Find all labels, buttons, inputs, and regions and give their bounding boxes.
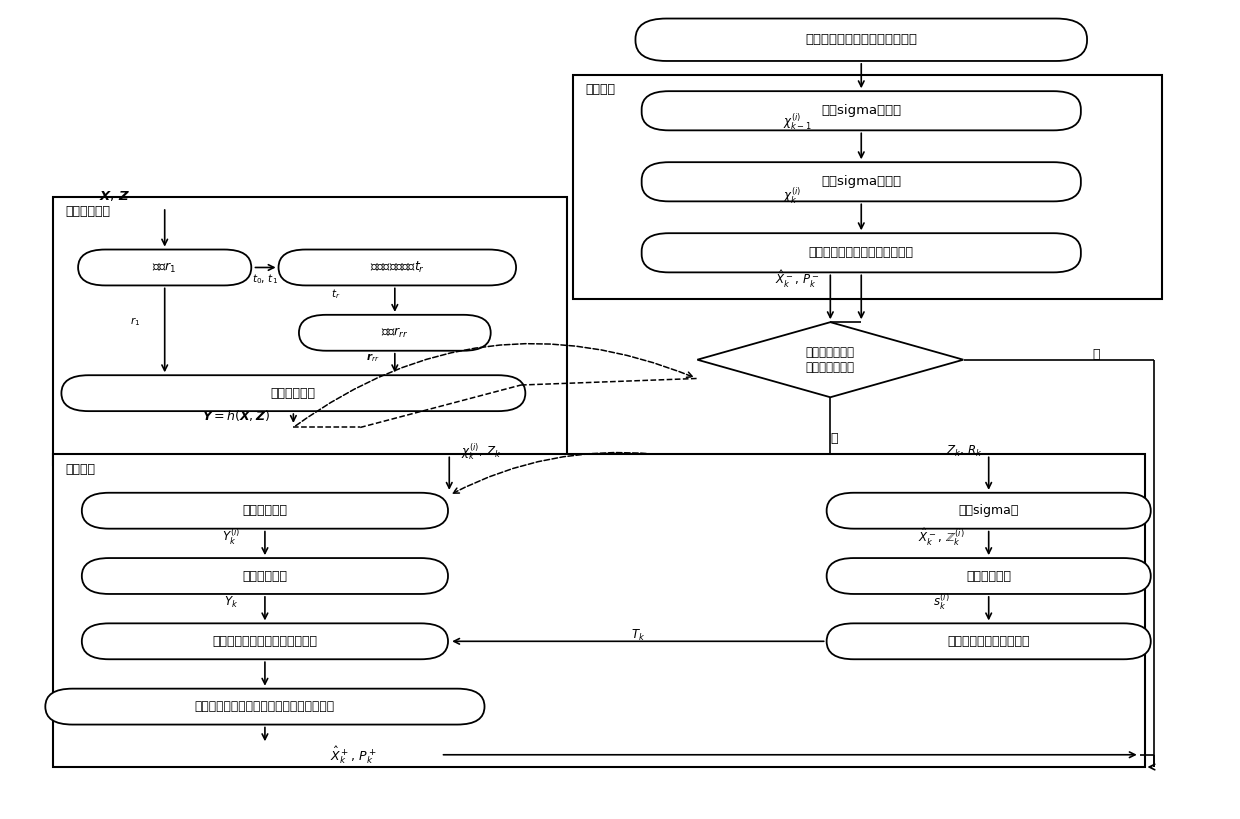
Text: 是: 是 bbox=[831, 432, 838, 445]
FancyBboxPatch shape bbox=[82, 493, 448, 529]
Text: 获得预测量测: 获得预测量测 bbox=[242, 569, 288, 582]
Text: $\boldsymbol{Y}=h(\boldsymbol{X},\boldsymbol{Z})$: $\boldsymbol{Y}=h(\boldsymbol{X},\boldsy… bbox=[202, 408, 270, 423]
Text: $s_k^{(i)}$: $s_k^{(i)}$ bbox=[934, 592, 950, 613]
Text: $\chi_k^{(i)}$: $\chi_k^{(i)}$ bbox=[784, 186, 801, 206]
Text: 计算$r_1$: 计算$r_1$ bbox=[153, 260, 177, 274]
FancyBboxPatch shape bbox=[827, 493, 1151, 529]
Text: 获得先验估计及先验误差协方差: 获得先验估计及先验误差协方差 bbox=[808, 247, 914, 260]
Text: $T_k$: $T_k$ bbox=[631, 628, 646, 643]
FancyBboxPatch shape bbox=[78, 250, 252, 286]
FancyBboxPatch shape bbox=[635, 19, 1087, 61]
FancyBboxPatch shape bbox=[299, 314, 491, 351]
Text: 构造量测模型: 构造量测模型 bbox=[966, 569, 1011, 582]
Text: $\hat{X}_k^-,\,P_k^-$: $\hat{X}_k^-,\,P_k^-$ bbox=[775, 268, 820, 290]
FancyBboxPatch shape bbox=[62, 375, 526, 411]
Text: $Y_k^{(i)}$: $Y_k^{(i)}$ bbox=[222, 527, 241, 547]
Text: $\hat{X}_k^-,\,\mathbb{Z}_k^{(i)}$: $\hat{X}_k^-,\,\mathbb{Z}_k^{(i)}$ bbox=[919, 526, 965, 548]
Text: 量测更新: 量测更新 bbox=[66, 463, 95, 476]
Text: $Z_k,\,R_k$: $Z_k,\,R_k$ bbox=[946, 445, 982, 459]
Text: 构造量测模型: 构造量测模型 bbox=[66, 206, 110, 219]
FancyBboxPatch shape bbox=[641, 162, 1081, 201]
Text: $r_1$: $r_1$ bbox=[130, 315, 140, 328]
Text: 选取sigma采样点: 选取sigma采样点 bbox=[821, 104, 901, 117]
Text: $Y_k$: $Y_k$ bbox=[224, 595, 238, 609]
Text: 否: 否 bbox=[1092, 348, 1100, 361]
Text: 是否有太阳震荡
时间延迟量测量: 是否有太阳震荡 时间延迟量测量 bbox=[806, 346, 854, 373]
Bar bbox=[573, 75, 1162, 299]
Bar bbox=[53, 197, 567, 465]
Text: 获得预测量测协方差及互协方差: 获得预测量测协方差及互协方差 bbox=[212, 635, 317, 648]
FancyBboxPatch shape bbox=[641, 91, 1081, 130]
Text: $\chi_k^{(i)},\,Z_k$: $\chi_k^{(i)},\,Z_k$ bbox=[461, 442, 501, 462]
FancyBboxPatch shape bbox=[279, 250, 516, 286]
Text: 传递sigma采样点: 传递sigma采样点 bbox=[821, 175, 901, 188]
Text: 初始化状态量和状态误差方差阵: 初始化状态量和状态误差方差阵 bbox=[805, 34, 918, 46]
Text: $t_0,\,t_1$: $t_0,\,t_1$ bbox=[252, 272, 278, 286]
FancyBboxPatch shape bbox=[827, 558, 1151, 594]
Text: $\hat{X}_k^+,\,P_k^+$: $\hat{X}_k^+,\,P_k^+$ bbox=[330, 744, 378, 766]
Bar bbox=[53, 455, 1145, 767]
FancyBboxPatch shape bbox=[82, 623, 448, 659]
Text: 获得预测量测噪声协方差: 获得预测量测噪声协方差 bbox=[947, 635, 1030, 648]
Text: $\boldsymbol{r}_{rr}$: $\boldsymbol{r}_{rr}$ bbox=[366, 351, 379, 364]
Text: 建立量测模型: 建立量测模型 bbox=[270, 387, 316, 400]
Text: 通过二分法计算$t_r$: 通过二分法计算$t_r$ bbox=[370, 260, 425, 275]
Text: 获得滤波增益、后验估计及后验误差协方差: 获得滤波增益、后验估计及后验误差协方差 bbox=[195, 700, 335, 713]
Text: 构造量测模型: 构造量测模型 bbox=[242, 505, 288, 518]
FancyBboxPatch shape bbox=[82, 558, 448, 594]
Text: $\boldsymbol{X},\,\boldsymbol{Z}$: $\boldsymbol{X},\,\boldsymbol{Z}$ bbox=[99, 188, 131, 202]
FancyBboxPatch shape bbox=[46, 689, 485, 725]
Polygon shape bbox=[697, 322, 963, 397]
FancyBboxPatch shape bbox=[827, 623, 1151, 659]
Text: $t_r$: $t_r$ bbox=[331, 287, 340, 301]
Text: 计算$r_{rr}$: 计算$r_{rr}$ bbox=[381, 326, 409, 340]
Text: $\chi_{k-1}^{(i)}$: $\chi_{k-1}^{(i)}$ bbox=[784, 112, 812, 133]
Text: 时间更新: 时间更新 bbox=[585, 83, 615, 96]
Text: 选取sigma点: 选取sigma点 bbox=[959, 505, 1019, 518]
FancyBboxPatch shape bbox=[641, 233, 1081, 273]
